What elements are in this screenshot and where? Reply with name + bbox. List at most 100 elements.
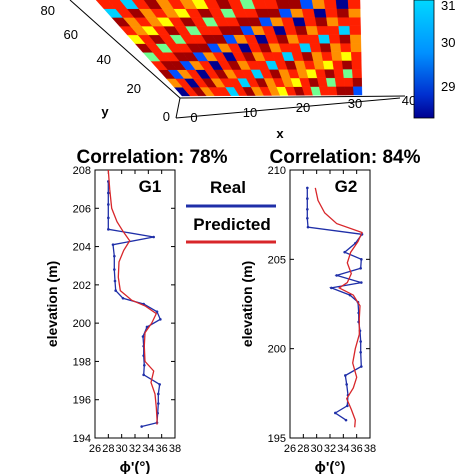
heatmap-cell [350,42,362,53]
panel-title: Correlation: 78% [77,147,228,168]
x-tick-label: 26 [284,443,296,455]
top-axis-x-line [175,97,401,119]
heatmap-cell [303,17,317,27]
plot-frame [94,169,176,439]
heatmap-cell [179,0,198,9]
heatmap-cell [347,0,361,9]
heatmap-cell [336,86,346,96]
y-tick-label: 210 [268,165,286,177]
heatmap-cell [327,86,338,96]
heatmap-cell [315,69,327,79]
x-axis-label: ϕ'(°) [315,459,346,474]
heatmap-cell [349,25,361,35]
panel-tag: G1 [139,177,162,196]
data-point-real [335,274,338,277]
heatmap-cell [317,77,328,87]
data-point-real [107,216,110,220]
y-tick-label: 202 [73,280,91,292]
heatmap-cell [215,0,233,9]
heatmap-cell [341,51,352,61]
top-y-tick: 40 [97,52,111,67]
top-x-tick: 20 [296,100,310,115]
data-point-real [142,373,145,377]
data-point-real [157,402,160,405]
heatmap-cell [203,0,221,9]
heatmap-cell [329,43,342,53]
colorbar-tick: 30 [441,35,455,50]
heatmap-cell [352,68,362,78]
heatmap-cell [343,77,354,87]
data-point-real [360,365,363,368]
data-point-real [334,411,337,415]
heatmap-cell [352,77,363,87]
data-point-real [107,228,110,231]
x-tick-label: 38 [364,443,376,455]
top-axis-x-ext [175,97,181,119]
heatmap-cell [332,60,344,70]
legend: Real Predicted [186,178,276,244]
heatmap-cell [307,34,321,44]
heatmap-cell [107,0,128,9]
top-y-tick: 0 [163,109,170,124]
heatmap-cell [328,34,341,44]
plot-frame [289,169,371,439]
data-point-real [359,266,362,270]
data-point-real [141,335,145,338]
heatmap-cell [323,0,338,9]
data-point-real [113,268,116,271]
top-x-tick: 40 [402,93,416,108]
top-x-axis-label: x [276,126,284,141]
x-tick-label: 36 [156,443,168,455]
y-axis-label: elevation (m) [239,261,255,347]
data-point-real [143,363,146,367]
heatmap-cell [337,17,350,27]
heatmap-cell [344,86,355,96]
heatmap-cell [321,51,333,61]
top-x-tick-labels: 0 10 20 30 40 [190,93,416,125]
data-point-real [107,191,110,195]
heatmap-cell [336,8,350,18]
data-point-real [306,197,309,200]
colorbar-tick: 31 [441,0,455,13]
heatmap-cell [314,17,328,27]
heatmap-cell [342,68,353,79]
data-point-real [359,350,362,354]
legend-label: Real [210,178,246,197]
heatmap-cell [319,43,332,53]
plot-g1: 194 196 198 200 202 204 206 208 26 28 30 32 34 36 38 el… [44,165,181,474]
heatmap-cell [311,51,324,61]
heatmap-cell [311,0,326,9]
heatmap-cell [287,0,303,9]
heatmap-cell [327,25,340,35]
colorbar [413,0,435,119]
heatmap-cell [341,60,353,70]
top-y-tick: 60 [64,27,78,42]
legend-label: Predicted [193,215,270,234]
x-tick-label: 26 [89,443,101,455]
panel-tag: G2 [335,177,358,196]
x-tick-label: 36 [351,443,363,455]
x-tick-label: 30 [311,443,323,455]
heatmap-cell [227,0,244,9]
top-axis-y-line [69,0,181,99]
x-tick-label: 34 [337,443,349,455]
top-axis-floor-line [179,95,406,99]
y-tick-label: 196 [73,395,91,407]
heatmap-cell [339,34,351,44]
heatmap-cell [326,17,339,27]
y-tick-label: 200 [73,318,91,330]
top-x-tick: 30 [348,96,362,111]
x-tick-label: 28 [297,443,309,455]
heatmap-cell [299,0,314,9]
heatmap-cell [275,0,291,9]
x-tick-label: 28 [102,443,114,455]
data-point-real [343,250,346,254]
top-y-tick: 20 [127,81,141,96]
data-point-real [306,208,309,211]
heatmap-cell [338,25,351,35]
heatmap-cell [322,60,335,70]
heatmap-cell [301,8,316,18]
y-tick-label: 195 [268,433,286,445]
heatmap-cell [348,17,361,27]
